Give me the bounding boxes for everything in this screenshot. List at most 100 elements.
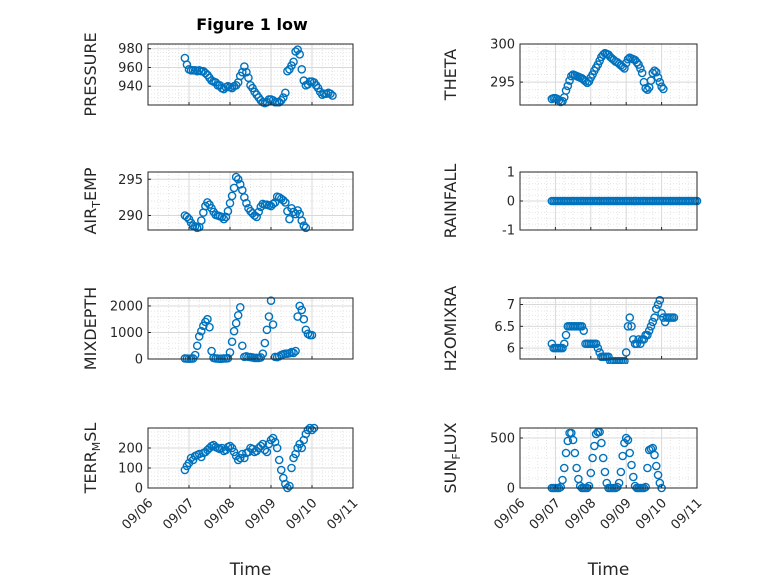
data-point	[634, 335, 643, 344]
data-point	[570, 448, 580, 458]
data-point	[586, 468, 596, 478]
data-point	[274, 455, 284, 465]
data-point	[264, 312, 274, 321]
axes-frame	[147, 427, 354, 489]
data-point	[591, 339, 601, 349]
data-point	[559, 339, 569, 349]
data-point	[651, 67, 661, 77]
data-point	[192, 341, 202, 351]
figure-title: Figure 1 low	[196, 15, 308, 34]
data-point	[240, 193, 249, 202]
data-point	[644, 326, 654, 335]
data-point	[254, 207, 264, 217]
x-axis-label: Time	[229, 560, 272, 580]
data-point	[219, 214, 229, 224]
data-point	[278, 195, 288, 205]
data-point	[297, 305, 307, 315]
data-point	[281, 198, 290, 207]
data-point	[651, 461, 661, 471]
y-tick-label: 1	[507, 166, 515, 181]
data-point	[262, 325, 272, 335]
data-point	[242, 198, 251, 208]
x-tick-label: 09/09	[598, 496, 635, 533]
data-point	[648, 317, 658, 327]
x-tick-label: 09/10	[633, 496, 670, 533]
data-point	[297, 216, 307, 225]
data-point	[632, 339, 642, 349]
data-point	[561, 86, 571, 95]
y-axis-label: THETA	[441, 49, 460, 101]
data-point	[307, 425, 317, 435]
data-point	[559, 463, 569, 473]
y-tick-label: 7	[507, 298, 515, 313]
data-point	[653, 470, 663, 480]
data-point	[669, 313, 679, 322]
data-point	[625, 448, 635, 458]
data-point	[650, 450, 659, 460]
data-point	[579, 326, 589, 335]
data-point	[289, 57, 298, 67]
data-point	[227, 337, 237, 347]
x-tick-label: 09/10	[283, 496, 320, 533]
data-point	[623, 322, 633, 331]
data-point	[627, 322, 636, 331]
data-point	[636, 64, 645, 73]
data-point	[655, 478, 665, 488]
x-tick-label: 09/11	[324, 496, 361, 533]
data-point	[613, 482, 622, 492]
data-point	[648, 68, 658, 78]
y-tick-label: 980	[118, 42, 143, 57]
y-tick-label: 0	[507, 195, 515, 210]
data-point	[252, 212, 261, 222]
data-point	[326, 89, 335, 99]
data-point	[620, 356, 629, 364]
subplot-grid: 940 960 980 PRESSURE 295 300 THETA 290 295 AIRTEM…	[81, 32, 705, 580]
data-point	[558, 343, 567, 353]
data-point	[577, 322, 587, 331]
data-point	[621, 433, 631, 443]
axes-frame	[147, 43, 354, 106]
series-markers	[547, 427, 666, 493]
data-point	[657, 308, 666, 318]
data-point	[653, 73, 663, 82]
data-point	[565, 76, 574, 85]
data-point	[593, 343, 603, 353]
data-point	[588, 453, 597, 463]
data-point	[625, 313, 635, 322]
data-point	[285, 214, 294, 224]
y-axis-label: PRESSURE	[81, 32, 100, 116]
data-point	[572, 463, 581, 473]
y-tick-label: 300	[490, 38, 515, 53]
y-tick-label: 200	[118, 442, 143, 457]
data-point	[561, 330, 571, 340]
data-point	[260, 445, 270, 455]
data-point	[235, 180, 245, 189]
subplot-terr-msl: 0 100 200 09/06 09/07 09/08 09/09 09/10 09/11 Tim…	[81, 423, 361, 580]
data-point	[203, 198, 212, 207]
data-point	[655, 77, 665, 87]
y-tick-label: 295	[118, 173, 143, 188]
series-markers	[180, 45, 337, 108]
data-point	[299, 221, 309, 230]
x-tick-label: 09/09	[242, 496, 279, 533]
data-point	[223, 353, 233, 363]
data-point	[205, 322, 214, 332]
y-tick-label: 500	[490, 432, 515, 447]
axes-frame	[147, 297, 354, 360]
data-point	[258, 349, 268, 358]
x-tick-label: 09/07	[527, 496, 564, 533]
y-tick-label: 940	[118, 80, 143, 95]
data-point	[643, 85, 652, 95]
x-tick-label: 09/06	[491, 496, 528, 533]
data-point	[268, 199, 278, 209]
data-point	[653, 300, 663, 309]
data-point	[637, 68, 647, 78]
y-axis-label: RAINFALL	[441, 164, 460, 239]
y-axis-label: MIXDEPTH	[81, 287, 100, 370]
data-point	[196, 326, 206, 336]
series-markers	[547, 196, 702, 206]
data-point	[299, 314, 309, 324]
data-point	[616, 467, 626, 477]
data-point	[194, 332, 204, 341]
